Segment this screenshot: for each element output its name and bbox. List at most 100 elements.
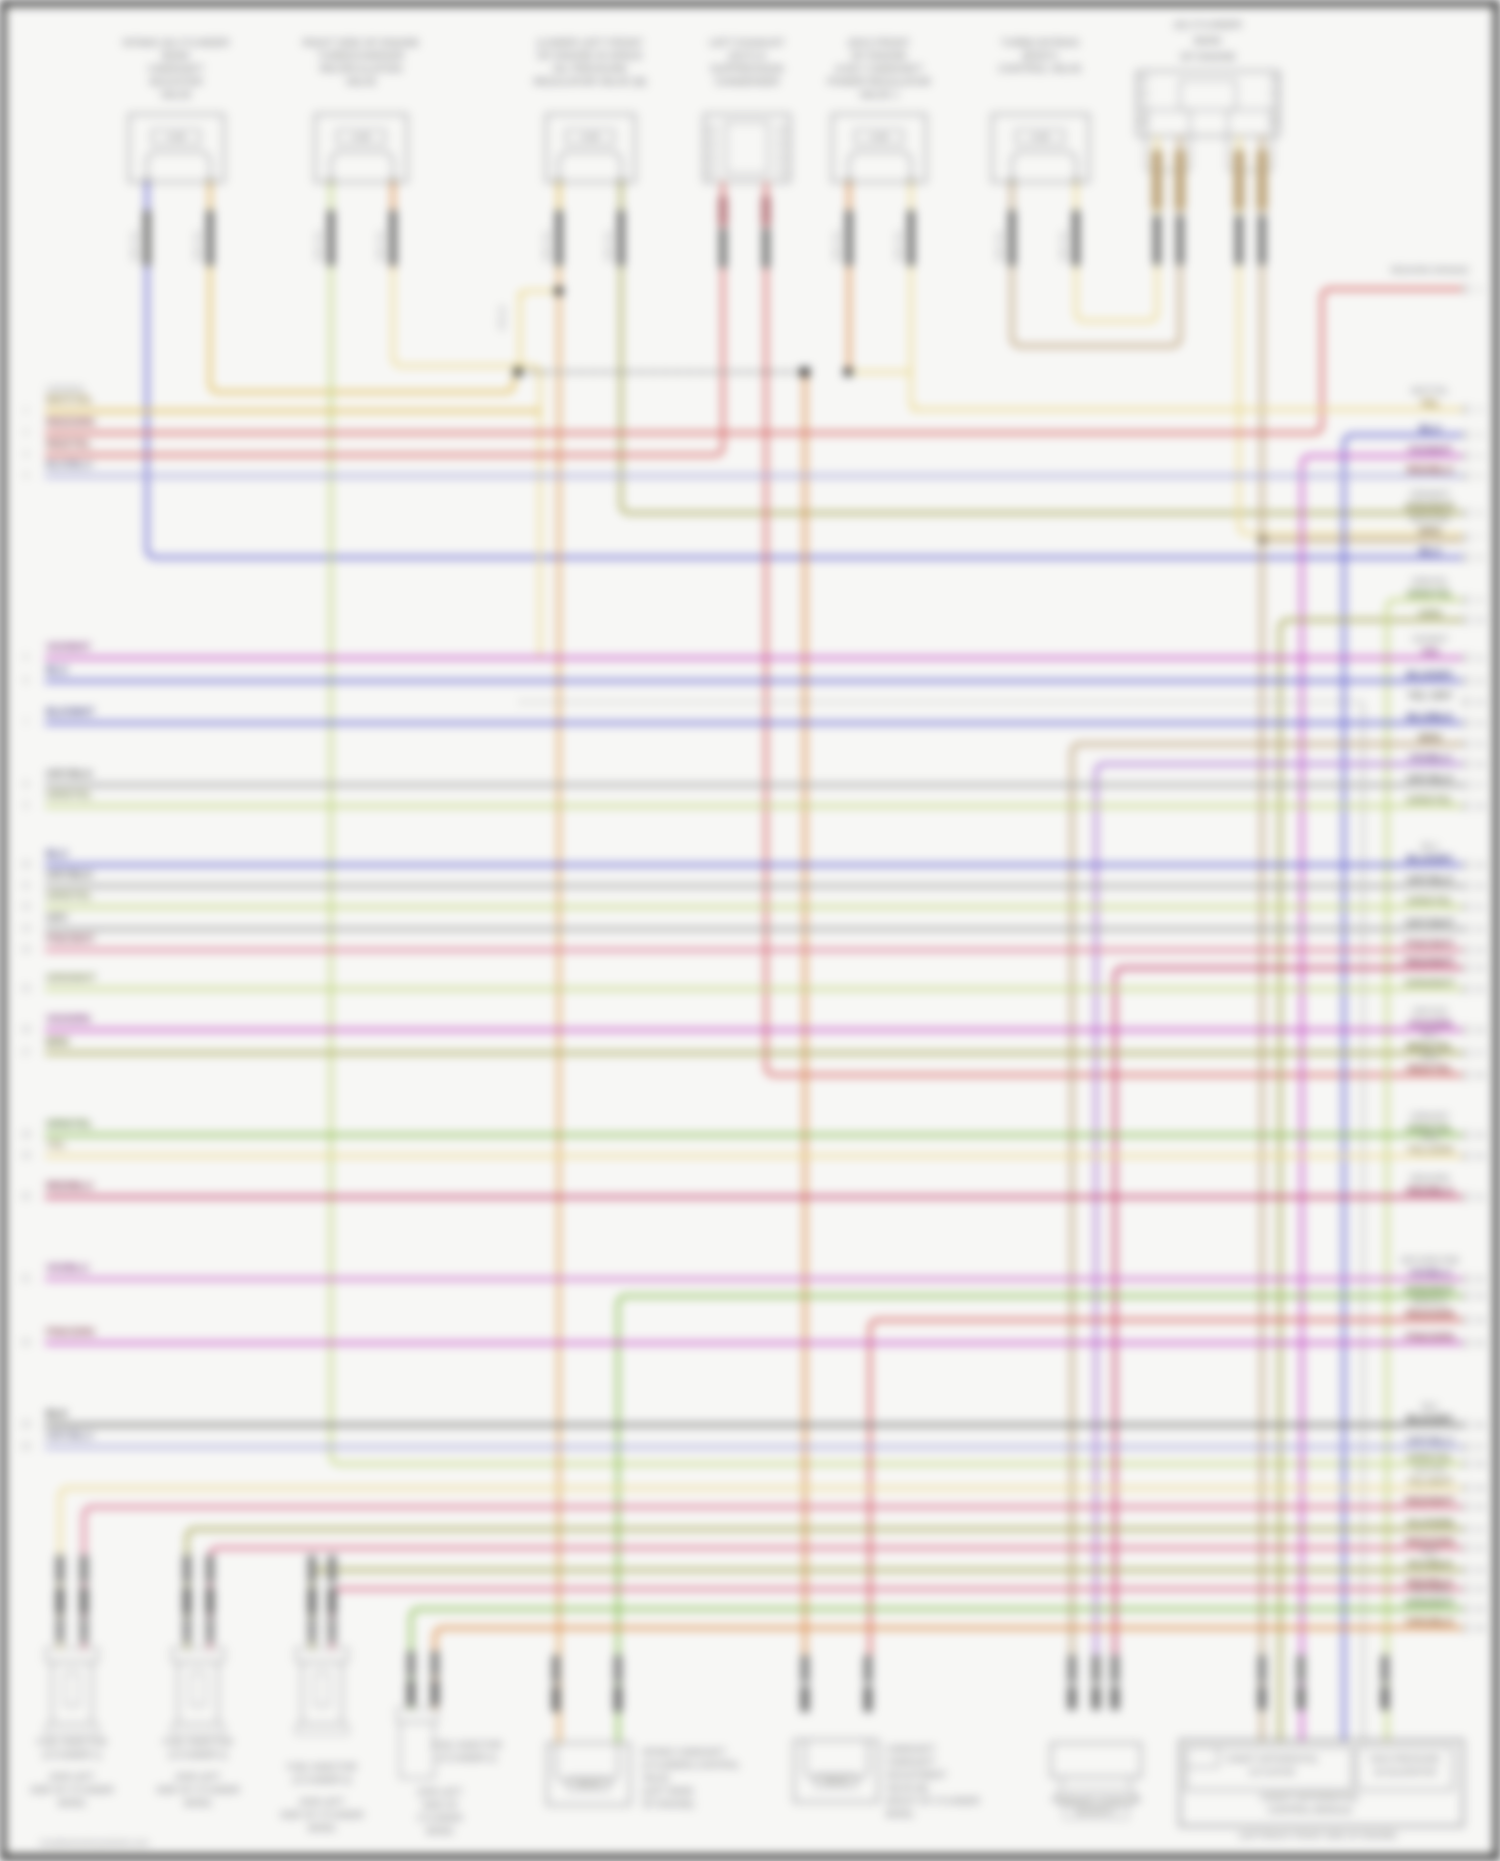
svg-text:CAMSHAFT POSITION: CAMSHAFT POSITION — [1051, 1794, 1141, 1804]
svg-text:11: 11 — [1476, 654, 1485, 663]
svg-text:9: 9 — [1478, 596, 1483, 605]
svg-text:TURBOCHARGER: TURBOCHARGER — [318, 51, 405, 62]
svg-text:OF ENGINE: OF ENGINE — [851, 51, 907, 62]
svg-text:GRN YEL: GRN YEL — [995, 229, 1004, 262]
svg-text:35: 35 — [1476, 1339, 1485, 1348]
svg-text:BLK/GRY: BLK/GRY — [1407, 1413, 1454, 1425]
svg-text:45: 45 — [1476, 1605, 1485, 1614]
svg-text:RECIRCULATION: RECIRCULATION — [320, 64, 402, 75]
svg-text:10: 10 — [22, 860, 31, 869]
svg-text:8: 8 — [1478, 554, 1483, 563]
svg-text:46: 46 — [1476, 1624, 1485, 1633]
svg-text:GRN YEL: GRN YEL — [542, 229, 551, 262]
svg-text:CYL 8: CYL 8 — [497, 306, 507, 330]
svg-text:CAMSHAFT: CAMSHAFT — [148, 64, 204, 75]
svg-text:VIO: VIO — [1421, 646, 1439, 658]
svg-text:OLV/YEL: OLV/YEL — [1413, 1464, 1448, 1474]
svg-text:troubleshootmyvehicle.com: troubleshootmyvehicle.com — [40, 1838, 149, 1848]
svg-text:BANK): BANK) — [308, 1823, 336, 1833]
svg-text:2: 2 — [1478, 406, 1483, 415]
svg-text:BANK: BANK — [1194, 36, 1222, 47]
svg-text:36: 36 — [1476, 1421, 1485, 1430]
svg-text:GRN/WHT: GRN/WHT — [1405, 501, 1456, 513]
svg-text:13: 13 — [22, 924, 31, 933]
svg-text:GRN YEL: GRN YEL — [376, 229, 385, 262]
svg-text:GRY/BLK: GRY/BLK — [46, 768, 93, 780]
svg-text:VALVE: VALVE — [824, 1777, 849, 1786]
svg-text:BLU: BLU — [1422, 841, 1439, 851]
svg-text:SENSOR 1: SENSOR 1 — [1075, 1807, 1118, 1817]
svg-text:14: 14 — [22, 945, 31, 954]
svg-text:15: 15 — [1476, 740, 1485, 749]
svg-text:OF ENGINE: OF ENGINE — [1180, 52, 1236, 63]
svg-text:42: 42 — [1476, 1544, 1485, 1553]
svg-text:CAN BUS: CAN BUS — [46, 384, 84, 394]
svg-text:SIDE OF CYLINDER: SIDE OF CYLINDER — [30, 1785, 115, 1795]
svg-text:12: 12 — [22, 902, 31, 911]
svg-text:GRN/WHT: GRN/WHT — [1405, 977, 1456, 989]
svg-text:8: 8 — [24, 780, 29, 789]
svg-text:OLV/GRN: OLV/GRN — [1406, 1517, 1453, 1529]
svg-text:PNK/GRN: PNK/GRN — [46, 1326, 94, 1338]
svg-text:BRN/GRN: BRN/GRN — [1410, 514, 1449, 524]
svg-text:A 28: A 28 — [870, 132, 887, 142]
svg-text:(BODY): (BODY) — [1022, 51, 1058, 62]
svg-text:24: 24 — [1476, 964, 1485, 973]
svg-text:GRY/BLK: GRY/BLK — [46, 869, 93, 881]
svg-text:GRN/WHT: GRN/WHT — [1405, 1284, 1456, 1296]
svg-text:7: 7 — [24, 718, 29, 727]
svg-text:CONDENSER: CONDENSER — [714, 77, 779, 88]
svg-text:CANIST DIFFERENTIAL: CANIST DIFFERENTIAL — [1260, 1792, 1359, 1802]
svg-text:VALVE 1: VALVE 1 — [859, 90, 899, 101]
svg-text:(CYLINDER) CONTROL: (CYLINDER) CONTROL — [642, 1760, 740, 1770]
svg-text:FUEL INJECTOR: FUEL INJECTOR — [37, 1737, 108, 1747]
svg-text:BLU: BLU — [1419, 546, 1441, 558]
svg-text:VIO/GRN: VIO/GRN — [1408, 1018, 1452, 1030]
svg-text:44: 44 — [1476, 1585, 1485, 1594]
svg-text:GRN YEL: GRN YEL — [130, 229, 139, 262]
svg-text:40: 40 — [1476, 1503, 1485, 1512]
svg-text:A 28: A 28 — [1031, 132, 1048, 142]
svg-text:17: 17 — [1476, 781, 1485, 790]
svg-text:21: 21 — [1476, 903, 1485, 912]
svg-text:14: 14 — [1476, 719, 1485, 728]
svg-text:12: 12 — [1476, 677, 1485, 686]
svg-text:VALVE (B): VALVE (B) — [886, 1783, 928, 1793]
svg-text:GRN YEL: GRN YEL — [1059, 229, 1068, 262]
svg-text:VALVE: VALVE — [160, 90, 192, 101]
svg-text:28: 28 — [1476, 1071, 1485, 1080]
svg-text:A 28: A 28 — [167, 132, 184, 142]
svg-text:RED/GRN: RED/GRN — [46, 416, 94, 428]
svg-text:GRY/GRN: GRY/GRN — [1410, 1585, 1450, 1595]
svg-text:(FAR LEFT: (FAR LEFT — [49, 1772, 95, 1782]
svg-text:A 28: A 28 — [581, 132, 598, 142]
svg-text:6: 6 — [24, 676, 29, 685]
svg-text:23: 23 — [22, 1420, 31, 1429]
svg-text:BRN: BRN — [1421, 1051, 1439, 1061]
svg-text:FUEL INJECTOR: FUEL INJECTOR — [163, 1737, 234, 1747]
svg-text:GRN/YEL: GRN/YEL — [1407, 1123, 1454, 1135]
svg-text:BRN/YEL: BRN/YEL — [1407, 1041, 1454, 1053]
svg-text:(LOWER LEFT FRONT: (LOWER LEFT FRONT — [537, 38, 643, 49]
svg-text:CONTROL VALVE: CONTROL VALVE — [998, 64, 1082, 75]
svg-text:RED/YEL: RED/YEL — [46, 438, 92, 450]
svg-text:17: 17 — [22, 1048, 31, 1057]
svg-text:ACTUATOR: ACTUATOR — [1249, 1767, 1295, 1777]
svg-text:23: 23 — [1476, 946, 1485, 955]
svg-text:INTAKE CAMSHAFT: INTAKE CAMSHAFT — [642, 1747, 726, 1757]
svg-text:BLU/BLK: BLU/BLK — [1407, 711, 1453, 723]
svg-text:CANIST DIFFERENTIAL: CANIST DIFFERENTIAL — [1225, 1754, 1319, 1764]
svg-text:CAMSHAFT: CAMSHAFT — [886, 1757, 936, 1767]
svg-text:BLU: BLU — [46, 848, 68, 860]
svg-text:BANK): BANK) — [58, 1798, 86, 1808]
svg-text:RED/GRN: RED/GRN — [1406, 1536, 1454, 1548]
svg-text:(FAR LEFT: (FAR LEFT — [299, 1797, 345, 1807]
svg-text:BLK/WHT: BLK/WHT — [46, 706, 95, 718]
svg-text:7: 7 — [1478, 534, 1483, 543]
svg-text:24: 24 — [22, 1442, 31, 1451]
svg-text:SIDE OF CYLINDER: SIDE OF CYLINDER — [280, 1810, 365, 1820]
svg-text:26: 26 — [1476, 1026, 1485, 1035]
svg-text:BRN/OLV: BRN/OLV — [1412, 1296, 1449, 1306]
svg-text:RED/WHT: RED/WHT — [1406, 956, 1456, 968]
svg-text:30: 30 — [1476, 1152, 1485, 1161]
